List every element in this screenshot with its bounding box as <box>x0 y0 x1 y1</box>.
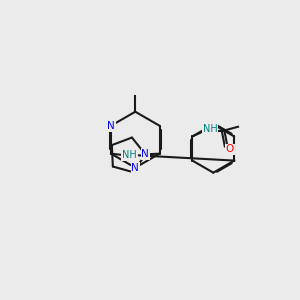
Text: NH: NH <box>122 150 137 160</box>
Text: N: N <box>142 149 149 159</box>
Text: N: N <box>131 163 139 173</box>
Text: NH: NH <box>203 124 218 134</box>
Text: N: N <box>107 121 115 131</box>
Text: O: O <box>226 144 234 154</box>
